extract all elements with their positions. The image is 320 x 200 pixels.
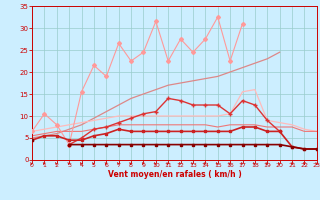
X-axis label: Vent moyen/en rafales ( km/h ): Vent moyen/en rafales ( km/h ) <box>108 170 241 179</box>
